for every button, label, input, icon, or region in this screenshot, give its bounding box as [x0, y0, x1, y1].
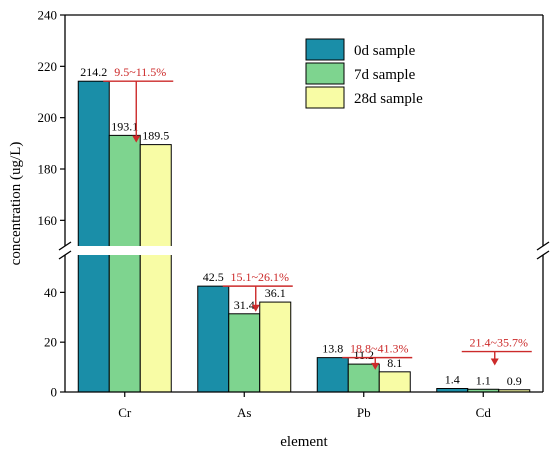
annotation-arrowhead-cd — [491, 359, 499, 366]
legend-label-2: 28d sample — [354, 91, 423, 107]
bar-pb-0 — [317, 358, 348, 392]
legend-swatch-1 — [306, 63, 344, 84]
annotation-text-cd: 21.4~35.7% — [470, 336, 529, 350]
bar-as-2 — [260, 302, 291, 392]
x-tick-label-as: As — [237, 405, 251, 420]
y-tick-label: 180 — [38, 162, 58, 177]
legend-swatch-2 — [306, 87, 344, 108]
annotation-text-as: 15.1~26.1% — [231, 270, 290, 284]
legend-swatch-0 — [306, 39, 344, 60]
annotation-text-pb: 18.8~41.3% — [350, 342, 409, 356]
data-label-cd-2: 0.9 — [507, 374, 522, 388]
data-label-as-1: 31.4 — [234, 298, 255, 312]
y-tick-label: 20 — [44, 335, 57, 350]
y-tick-label: 160 — [38, 213, 58, 228]
x-tick-label-pb: Pb — [357, 405, 371, 420]
legend-label-1: 7d sample — [354, 67, 416, 83]
legend: 0d sample 7d sample 28d sample — [306, 39, 423, 108]
x-axis-title: element — [280, 434, 328, 450]
bar-cr-1 — [109, 135, 140, 392]
bar-pb-2 — [379, 372, 410, 392]
bar-as-1 — [229, 314, 260, 392]
data-label-cr-1: 193.1 — [111, 119, 138, 133]
axis-break-band — [53, 246, 550, 255]
y-tick-label: 40 — [44, 285, 57, 300]
legend-label-0: 0d sample — [354, 43, 416, 59]
x-tick-label-cr: Cr — [118, 405, 132, 420]
bar-as-0 — [198, 286, 229, 392]
x-tick-label-cd: Cd — [476, 405, 492, 420]
data-label-pb-0: 13.8 — [322, 342, 343, 356]
data-label-as-2: 36.1 — [265, 286, 286, 300]
data-label-cr-2: 189.5 — [142, 129, 169, 143]
data-label-cr-0: 214.2 — [80, 65, 107, 79]
bar-cr-0 — [78, 81, 109, 392]
y-tick-label: 240 — [38, 8, 58, 23]
data-label-cd-0: 1.4 — [445, 373, 460, 387]
data-label-as-0: 42.5 — [203, 270, 224, 284]
bar-cr-2 — [140, 145, 171, 392]
y-tick-label: 220 — [38, 59, 58, 74]
y-axis-title: concentration (ug/L) — [8, 142, 24, 266]
y-tick-label: 0 — [51, 385, 58, 400]
annotation-text-cr: 9.5~11.5% — [114, 65, 166, 79]
y-tick-label: 200 — [38, 110, 58, 125]
data-label-cd-1: 1.1 — [476, 373, 491, 387]
